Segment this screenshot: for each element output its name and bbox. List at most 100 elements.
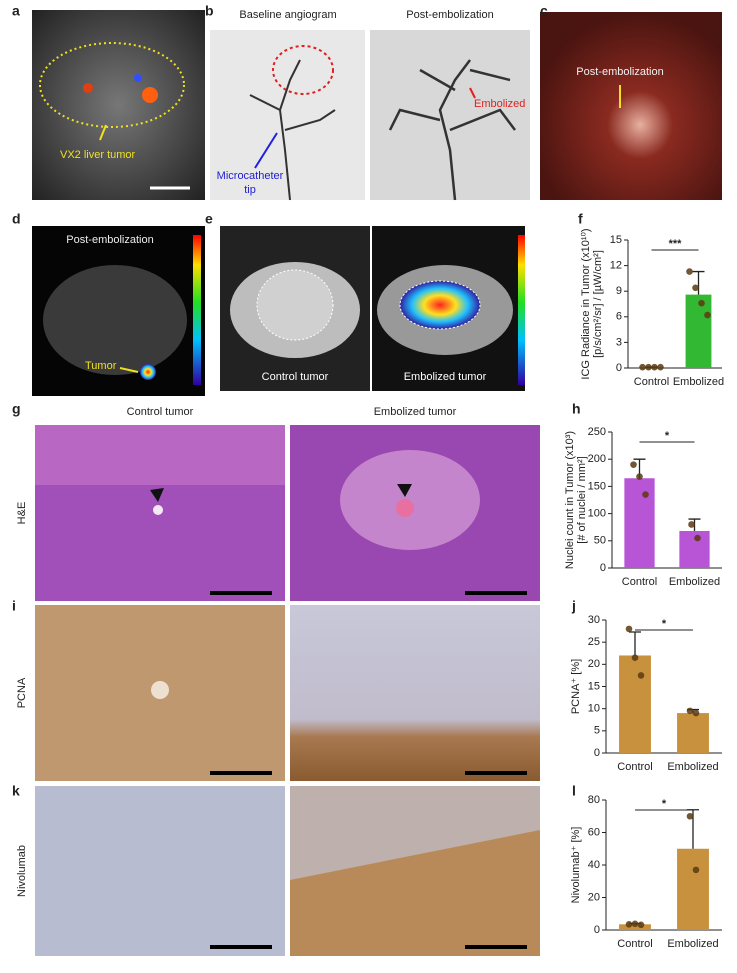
bar <box>679 531 710 568</box>
x-tick-label: Control <box>617 761 652 773</box>
data-point <box>625 625 633 633</box>
bar <box>619 924 651 930</box>
data-point <box>637 921 645 929</box>
panel-label: k <box>12 783 20 799</box>
doppler-spot <box>83 83 93 93</box>
panel-label: l <box>572 783 576 799</box>
panel-label: h <box>572 401 581 417</box>
annotation: Tumor <box>85 360 117 372</box>
panel-title: Post-embolization <box>406 9 493 21</box>
bar <box>624 478 655 568</box>
caption: Embolized tumor <box>404 371 487 383</box>
panel-label: i <box>12 598 16 614</box>
tumor-signal <box>399 280 481 330</box>
y-tick-label: 40 <box>588 859 600 871</box>
x-tick-label: Embolized <box>669 576 720 588</box>
data-point <box>692 284 699 292</box>
data-point <box>686 268 693 275</box>
data-point <box>631 920 639 928</box>
y-axis-label: PCNA⁺ [%] <box>570 659 582 714</box>
x-tick-label: Embolized <box>667 761 718 773</box>
tumor-signal <box>140 364 156 380</box>
panel-title: Baseline angiogram <box>239 9 336 21</box>
bar <box>677 713 709 753</box>
y-tick-label: 15 <box>588 680 600 692</box>
row-label: Nivolumab <box>16 845 28 897</box>
data-point <box>625 921 633 928</box>
angiogram <box>370 30 530 200</box>
significance: * <box>662 798 667 810</box>
pcna-image <box>290 605 540 781</box>
column-header: Control tumor <box>127 406 194 418</box>
embolus <box>396 499 414 517</box>
annotation: Microcatheter <box>217 170 284 182</box>
data-point <box>694 534 701 542</box>
panel-label: c <box>540 3 548 19</box>
doppler-spot <box>142 87 158 103</box>
data-point <box>651 363 658 371</box>
y-tick-label: 20 <box>588 658 600 670</box>
y-tick-label: 12 <box>610 260 622 272</box>
data-point <box>704 311 711 319</box>
nivolumab-texture <box>290 786 540 880</box>
y-axis-label: ICG Radiance in Tumor (x10¹⁰) <box>580 228 592 379</box>
data-point <box>688 521 695 528</box>
data-point <box>642 491 649 498</box>
y-tick-label: 0 <box>594 747 600 759</box>
row-label: PCNA <box>16 677 28 708</box>
y-tick-label: 250 <box>588 426 606 438</box>
target-circle <box>272 45 334 95</box>
y-axis-label: Nivolumab⁺ [%] <box>570 827 582 904</box>
color-bar <box>518 235 525 385</box>
data-point <box>636 473 643 480</box>
y-tick-label: 9 <box>616 285 622 297</box>
vessel <box>153 505 163 515</box>
annotation: tip <box>244 184 256 196</box>
data-point <box>686 812 694 820</box>
vessel <box>151 681 169 699</box>
annotation: Post-embolization <box>576 66 663 78</box>
bar <box>677 848 709 930</box>
tumor-outline <box>39 42 185 128</box>
nivolumab-image <box>35 786 285 956</box>
panel-label: j <box>571 598 576 614</box>
y-tick-label: 5 <box>594 725 600 737</box>
y-axis-label: [# of nuclei / mm²] <box>576 456 588 543</box>
y-tick-label: 80 <box>588 794 600 806</box>
x-tick-label: Control <box>622 576 657 588</box>
tumor-outline <box>256 269 334 341</box>
panel-label: e <box>205 211 213 227</box>
vessels <box>249 59 336 201</box>
y-tick-label: 200 <box>588 453 606 465</box>
y-tick-label: 0 <box>594 924 600 936</box>
y-axis-label: Nuclei count in Tumor (x10³) <box>564 431 576 569</box>
vessels <box>388 59 516 201</box>
x-tick-label: Control <box>617 938 652 950</box>
y-tick-label: 50 <box>594 535 606 547</box>
data-point <box>692 709 700 717</box>
bar <box>685 294 712 368</box>
panel-label: d <box>12 211 21 227</box>
error-bar <box>692 270 705 295</box>
data-point <box>686 707 694 715</box>
color-bar <box>193 235 201 385</box>
annotation: VX2 liver tumor <box>60 149 136 161</box>
significance: * <box>662 618 667 630</box>
data-point <box>639 363 646 371</box>
data-point <box>645 363 652 371</box>
y-tick-label: 6 <box>616 311 622 323</box>
data-point <box>657 363 664 371</box>
caption: Control tumor <box>262 371 329 383</box>
x-tick-label: Embolized <box>667 938 718 950</box>
column-header: Embolized tumor <box>374 406 457 418</box>
y-tick-label: 25 <box>588 636 600 648</box>
x-tick-label: Embolized <box>673 376 724 388</box>
significance: * <box>665 430 670 442</box>
y-tick-label: 0 <box>616 362 622 374</box>
error-bar <box>629 631 641 656</box>
data-point <box>630 461 637 468</box>
panel-label: a <box>12 3 20 19</box>
arrow <box>469 87 476 99</box>
panel-label: g <box>12 401 21 417</box>
